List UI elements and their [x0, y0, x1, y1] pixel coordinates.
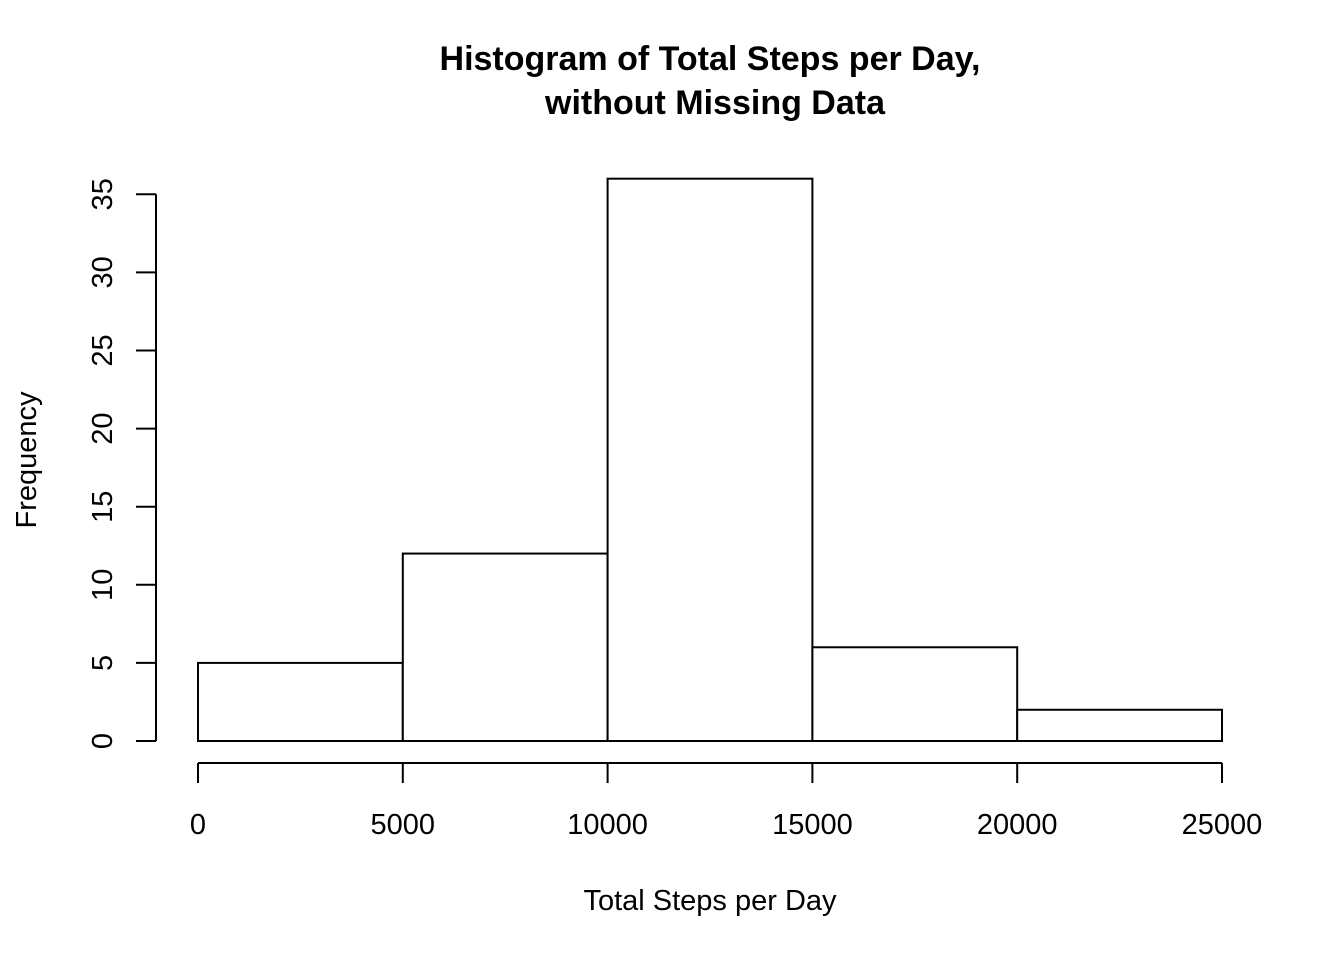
- histogram-bar-4: [811, 646, 1019, 743]
- x-tick-label-1: 5000: [371, 809, 436, 841]
- x-tick-label-2: 10000: [567, 809, 648, 841]
- x-tick-label-4: 20000: [977, 809, 1058, 841]
- y-tick-label-7: 35: [87, 178, 119, 210]
- x-axis: 0 5000 10000 15000 20000 25000: [190, 762, 1263, 841]
- y-tick-label-2: 10: [87, 569, 119, 601]
- y-tick-label-0: 0: [87, 733, 119, 749]
- y-tick-label-4: 20: [87, 412, 119, 444]
- y-tick-label-6: 30: [87, 256, 119, 288]
- histogram-bar-5: [1016, 708, 1224, 743]
- y-tick-label-1: 5: [87, 655, 119, 671]
- histogram-bar-3: [606, 177, 814, 742]
- chart-title-line-1: Histogram of Total Steps per Day,: [440, 40, 981, 78]
- bars-group: [197, 177, 1224, 743]
- x-axis-label: Total Steps per Day: [583, 885, 837, 917]
- chart-title-line-2: without Missing Data: [544, 84, 886, 122]
- x-tick-label-0: 0: [190, 809, 206, 841]
- y-axis: 0 5 10 15 20 25 30 35: [87, 178, 157, 749]
- histogram-bar-1: [197, 661, 404, 743]
- y-tick-label-3: 15: [87, 491, 119, 523]
- y-tick-label-5: 25: [87, 334, 119, 366]
- x-tick-label-5: 25000: [1182, 809, 1263, 841]
- histogram-bar-2: [401, 552, 609, 742]
- x-tick-label-3: 15000: [772, 809, 853, 841]
- y-axis-label: Frequency: [11, 391, 43, 529]
